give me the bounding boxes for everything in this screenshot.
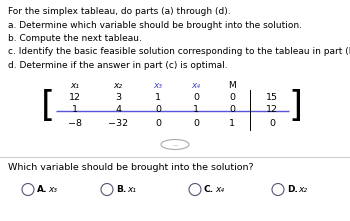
Text: c. Identify the basic feasible solution corresponding to the tableau in part (b): c. Identify the basic feasible solution … [8, 48, 350, 57]
Text: [: [ [41, 89, 55, 123]
Text: 0: 0 [229, 93, 235, 101]
Text: x₂: x₂ [113, 80, 122, 90]
Text: 0: 0 [155, 105, 161, 114]
Text: B.: B. [116, 185, 126, 194]
Text: 1: 1 [72, 105, 78, 114]
Text: 0: 0 [193, 118, 199, 128]
Text: C.: C. [204, 185, 214, 194]
Text: −32: −32 [108, 118, 128, 128]
Text: 0: 0 [229, 105, 235, 114]
Text: x₁: x₁ [70, 80, 79, 90]
Text: x₃: x₃ [48, 185, 57, 194]
Text: x₃: x₃ [154, 80, 162, 90]
Text: x₄: x₄ [191, 80, 201, 90]
Text: M: M [228, 80, 236, 90]
Text: −8: −8 [68, 118, 82, 128]
Text: 12: 12 [266, 105, 278, 114]
Text: 3: 3 [115, 93, 121, 101]
Text: ]: ] [288, 89, 302, 123]
Text: x₄: x₄ [215, 185, 224, 194]
Text: 1: 1 [193, 105, 199, 114]
Text: ...: ... [172, 142, 178, 147]
Text: 12: 12 [69, 93, 81, 101]
Text: a. Determine which variable should be brought into the solution.: a. Determine which variable should be br… [8, 21, 302, 29]
Text: d. Determine if the answer in part (c) is optimal.: d. Determine if the answer in part (c) i… [8, 61, 228, 70]
Text: 0: 0 [269, 118, 275, 128]
Text: 1: 1 [229, 118, 235, 128]
Text: x₂: x₂ [298, 185, 307, 194]
Text: 0: 0 [155, 118, 161, 128]
Text: 1: 1 [155, 93, 161, 101]
Text: A.: A. [37, 185, 48, 194]
Text: D.: D. [287, 185, 298, 194]
Text: For the simplex tableau, do parts (a) through (d).: For the simplex tableau, do parts (a) th… [8, 7, 231, 16]
Text: Which variable should be brought into the solution?: Which variable should be brought into th… [8, 164, 254, 173]
Text: 15: 15 [266, 93, 278, 101]
Text: b. Compute the next tableau.: b. Compute the next tableau. [8, 34, 142, 43]
Text: 0: 0 [193, 93, 199, 101]
Text: 4: 4 [115, 105, 121, 114]
Text: x₁: x₁ [127, 185, 136, 194]
